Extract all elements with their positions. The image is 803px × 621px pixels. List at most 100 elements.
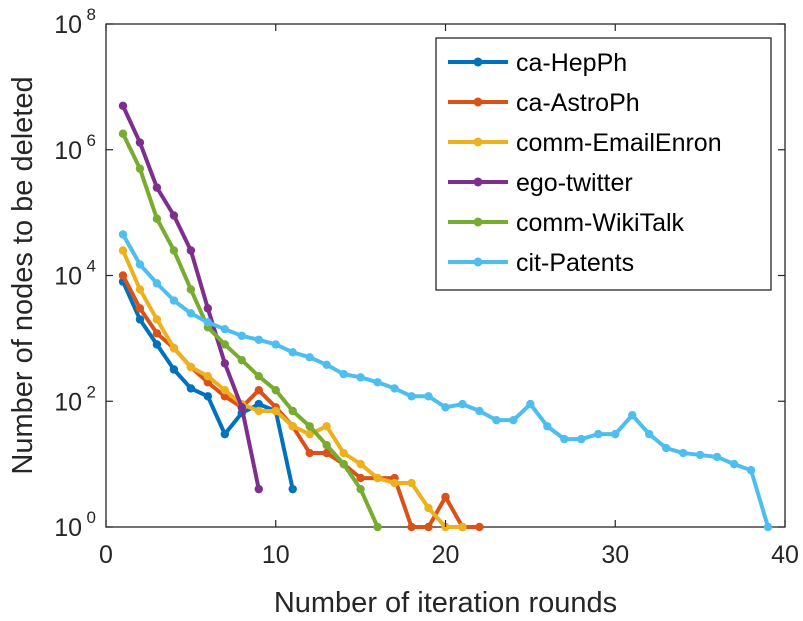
data-point-cit-patents [169,296,179,305]
data-point-cit-patents [543,422,552,431]
series-cit-patents [118,230,773,532]
data-point-comm-emailenron [152,315,162,324]
legend-entry: comm-EmailEnron [448,129,722,157]
data-point-comm-emailenron [169,343,179,353]
data-point-ego-twitter [237,403,246,412]
data-point-cit-patents [611,429,620,439]
legend-label: cit-Patents [516,249,634,277]
data-point-cit-patents [678,448,688,458]
data-point-cit-patents [594,429,603,439]
data-point-cit-patents [509,415,518,425]
data-point-comm-wikitalk [220,340,230,349]
data-point-cit-patents [152,279,162,288]
x-tick-label: 10 [262,541,290,569]
legend-swatch-marker [473,177,483,187]
data-point-ego-twitter [169,211,179,220]
legend-entry: comm-WikiTalk [448,209,685,237]
data-point-comm-wikitalk [339,459,348,469]
data-point-comm-emailenron [220,385,230,395]
y-tick-label: 10 [54,11,82,39]
data-point-comm-wikitalk [254,372,263,381]
data-point-comm-emailenron [424,503,433,513]
data-point-comm-wikitalk [169,246,179,255]
data-point-cit-patents [339,369,348,379]
data-point-ca-hepph [203,392,213,401]
data-point-ca-hepph [169,365,179,374]
data-point-ego-twitter [118,101,128,111]
legend-swatch-marker [473,257,483,267]
data-point-comm-emailenron [203,372,213,381]
legend-swatch-marker [473,57,483,67]
data-point-comm-emailenron [118,246,128,255]
x-tick-label: 40 [771,541,799,569]
y-axis-title: Number of nodes to be deleted [7,76,39,474]
data-point-comm-wikitalk [288,406,297,416]
data-point-comm-wikitalk [322,440,331,450]
data-point-ca-astroph [424,522,433,532]
legend-swatch-marker [473,137,483,147]
data-point-comm-emailenron [339,448,348,458]
data-point-cit-patents [458,399,467,409]
data-point-cit-patents [305,353,314,362]
data-point-comm-emailenron [271,406,280,416]
data-point-ca-astroph [322,448,331,458]
legend-swatch-marker [473,217,483,227]
y-tick-label: 10 [54,137,82,165]
x-axis-title: Number of iteration rounds [274,587,617,619]
data-point-cit-patents [729,459,739,469]
data-point-comm-emailenron [458,522,467,532]
data-point-comm-wikitalk [305,422,314,431]
series-comm-emailenron [118,246,467,532]
data-point-cit-patents [628,410,637,420]
data-point-comm-emailenron [407,478,416,488]
data-point-cit-patents [322,360,331,369]
data-point-cit-patents [356,373,365,382]
series-line-ca-astroph [121,274,480,529]
y-tick-label: 10 [54,388,82,416]
series-line-comm-wikitalk [121,132,380,528]
series-comm-wikitalk [118,129,382,532]
data-point-comm-wikitalk [373,522,382,532]
y-tick-exponent: 8 [87,5,96,24]
legend-entry: cit-Patents [448,249,634,277]
y-tick-exponent: 2 [87,382,96,401]
series-ego-twitter [118,101,263,494]
x-axis: 0 10 20 30 40 [99,24,799,569]
y-tick-exponent: 4 [87,257,96,276]
series-ca-astroph [118,271,484,532]
data-point-comm-emailenron [305,429,314,439]
data-point-cit-patents [203,318,213,327]
data-point-ego-twitter [186,246,196,255]
legend-label: comm-WikiTalk [516,209,685,237]
data-point-ego-twitter [152,183,162,192]
data-point-comm-wikitalk [152,214,162,223]
data-point-comm-emailenron [186,362,196,372]
data-point-cit-patents [712,452,722,462]
legend-box [435,37,772,291]
data-point-ca-astroph [305,448,314,458]
legend-label: ego-twitter [516,169,633,197]
data-point-cit-patents [237,331,246,340]
data-point-cit-patents [220,324,230,334]
data-point-comm-wikitalk [135,164,145,173]
y-tick-exponent: 6 [87,131,96,150]
data-point-cit-patents [254,335,263,344]
data-point-cit-patents [390,384,399,393]
data-point-ego-twitter [135,138,145,147]
data-point-cit-patents [424,392,433,401]
data-point-cit-patents [560,434,569,444]
data-point-ca-hepph [254,399,263,409]
data-point-ca-hepph [288,484,297,494]
data-point-comm-wikitalk [237,355,246,365]
data-point-ca-astroph [118,271,128,280]
data-point-ca-hepph [135,315,145,324]
data-point-cit-patents [695,450,705,460]
data-point-cit-patents [645,429,654,439]
data-point-cit-patents [135,260,145,269]
legend-label: comm-EmailEnron [516,129,722,157]
legend: ca-HepPh ca-AstroPh comm-EmailEnron ego-twi… [435,37,772,291]
data-point-ca-astroph [407,522,416,532]
data-point-cit-patents [475,406,484,416]
x-tick-label: 30 [601,541,629,569]
